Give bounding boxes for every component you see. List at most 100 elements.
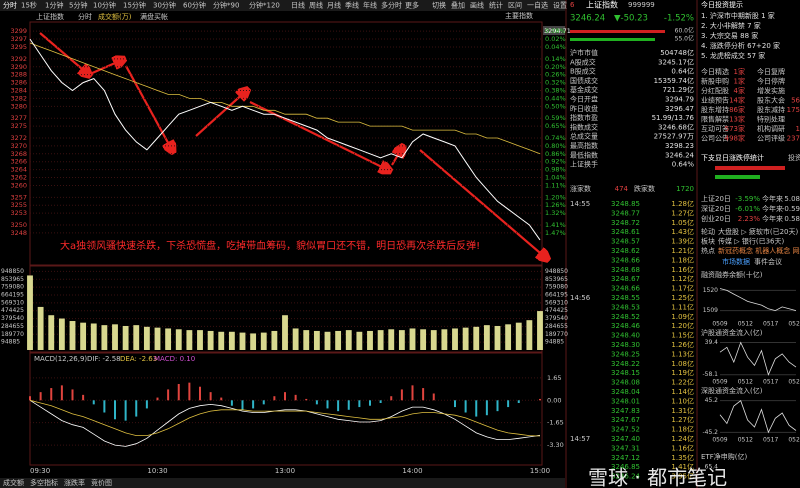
period-tab[interactable]: 15秒 <box>21 1 37 10</box>
mini-date: 0517 <box>763 437 778 444</box>
y-tick-label: 3250 <box>10 221 27 229</box>
macd-bar <box>252 400 255 409</box>
tool-button[interactable]: 一自选 <box>527 1 548 10</box>
volume-bar <box>409 328 416 350</box>
mini-tick: 39.4 <box>705 339 719 346</box>
index-code: 999999 <box>628 1 655 9</box>
mini-date: 0517 <box>763 379 778 386</box>
y-tick-label: 569310 <box>1 299 24 306</box>
tip-item[interactable]: 5. 龙虎榜成交 57 家 <box>701 51 765 60</box>
volume-bar <box>48 315 55 350</box>
tips-title: 今日投资提示 <box>701 0 743 9</box>
tool-button[interactable]: 叠加 <box>451 1 465 10</box>
tick-amount: 1.12亿 <box>671 274 694 283</box>
period-tab[interactable]: 1分钟 <box>45 1 63 10</box>
tip-item[interactable]: 1. 沪深市中期新股 1 家 <box>701 11 775 20</box>
macd-bar <box>284 392 286 401</box>
period-tab[interactable]: 年线 <box>363 1 377 10</box>
data-tab[interactable]: 事件会议 <box>754 257 782 266</box>
tick-amount: 1.13亿 <box>671 349 694 358</box>
macd-bar <box>315 400 318 405</box>
index-name: 上证指数 <box>586 0 618 10</box>
tool-button[interactable]: 设置 <box>553 1 567 10</box>
period-tab[interactable]: 季线 <box>345 1 359 10</box>
y-tick-label: 94885 <box>1 339 20 346</box>
trend-cell: 创业20日 <box>701 214 731 223</box>
period-tab[interactable]: 分钟*120 <box>249 1 280 10</box>
mini-date: 0512 <box>738 437 753 444</box>
tick-amount: 1.22亿 <box>671 378 694 387</box>
volume-bar <box>143 326 150 350</box>
tick-price: 3247.31 <box>611 444 640 452</box>
tick-amount: 1.43亿 <box>671 227 694 236</box>
macd-bar <box>71 389 74 401</box>
mini-date: 0509 <box>712 437 727 444</box>
bottom-tab[interactable]: 竞价图 <box>91 478 112 487</box>
volume-bar <box>473 326 480 350</box>
tool-button[interactable]: 切换 <box>432 1 446 10</box>
period-tab[interactable]: 分钟*90 <box>213 1 239 10</box>
tick-amount: 1.24亿 <box>671 434 694 443</box>
macd-bar <box>464 400 467 413</box>
bottom-bar <box>0 478 565 488</box>
macd-bar <box>262 400 265 405</box>
volume-bar <box>165 328 172 350</box>
tool-button[interactable]: 区间 <box>508 2 522 10</box>
macd-bar <box>50 388 53 401</box>
period-tab[interactable]: 30分钟 <box>153 1 176 10</box>
mini-date: 0512 <box>738 321 753 328</box>
tip-cell: 股东大会 <box>757 96 785 105</box>
y-tick-label: 3268 <box>10 150 27 158</box>
y-tick-label: 3292 <box>10 55 27 63</box>
period-tab[interactable]: 60分钟 <box>183 1 206 10</box>
tip-cell: 1家 <box>734 67 745 76</box>
period-tab[interactable]: 日线 <box>291 1 305 10</box>
pct-label: 0.50% <box>545 102 566 110</box>
tip-item[interactable]: 2. 大小非解禁 7 家 <box>701 21 761 30</box>
mini-tick: 1520 <box>703 287 718 294</box>
tick-amount: 1.41亿 <box>671 462 694 471</box>
period-tab[interactable]: 分时 <box>3 1 17 10</box>
tick-price: 3247.52 <box>611 426 640 434</box>
period-tab[interactable]: 15分钟 <box>123 1 146 10</box>
gauge <box>570 30 665 33</box>
volume-bar <box>483 325 490 350</box>
bottom-tab[interactable]: 涨跌率 <box>64 478 85 487</box>
index-label[interactable]: 主要指数 <box>505 11 533 20</box>
tool-button[interactable]: 画线 <box>470 1 484 10</box>
tip-cell: 增发实施 <box>757 86 785 95</box>
trend-cell: 深证20日 <box>701 204 731 213</box>
period-tab[interactable]: 周线 <box>309 1 323 10</box>
trend-cell: 0.58 <box>784 215 800 223</box>
bottom-tab[interactable]: 多空指标 <box>30 478 58 487</box>
pct-label: 0.98% <box>545 166 566 174</box>
tick-amount: 1.08亿 <box>671 359 694 368</box>
data-tab[interactable]: 市场数据 <box>722 257 750 266</box>
period-tab[interactable]: 10分钟 <box>93 1 116 10</box>
y-tick-label: 189770 <box>545 331 568 338</box>
tick-amount: 1.20亿 <box>671 321 694 330</box>
period-tab[interactable]: 更多 <box>405 1 419 10</box>
tick-amount: 1.25亿 <box>671 293 694 302</box>
tip-item[interactable]: 3. 大宗交易 88 家 <box>701 31 758 40</box>
tick-price: 3248.15 <box>611 369 640 377</box>
mini-date: 0522 <box>788 321 800 328</box>
macd-bar <box>496 400 499 412</box>
macd-bar <box>60 385 63 401</box>
pct-label: 1.20% <box>545 193 566 201</box>
pct-label: 1.32% <box>545 209 566 217</box>
bottom-tab[interactable]: 成交额 <box>3 478 24 487</box>
pct-label: 1.41% <box>545 221 566 229</box>
tip-item[interactable]: 4. 涨跌停分析 67+20 家 <box>701 41 780 50</box>
tick-amount: 1.18亿 <box>671 425 694 434</box>
macd-bar <box>379 400 382 403</box>
trend-cell: -0.59 <box>782 205 800 213</box>
period-tab[interactable]: 5分钟 <box>69 1 87 10</box>
stat-value: 3294.79 <box>665 96 694 104</box>
tick-price: 3248.85 <box>611 200 640 208</box>
tick-price: 3248.61 <box>611 228 640 236</box>
period-tab[interactable]: 多分时 <box>381 1 402 10</box>
limit-button[interactable]: 投资 <box>788 153 800 162</box>
tool-button[interactable]: 统计 <box>489 1 503 10</box>
period-tab[interactable]: 月线 <box>327 1 341 10</box>
